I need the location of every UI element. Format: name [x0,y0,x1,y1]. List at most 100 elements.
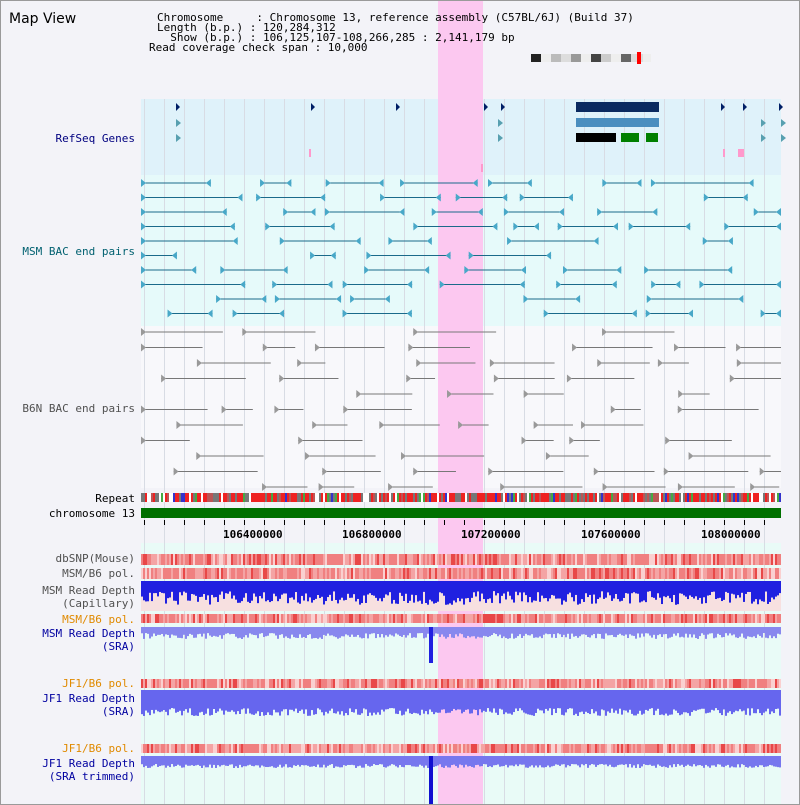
msm-capillary-depth [399,581,401,593]
msm-capillary-depth [505,581,507,600]
polymorphism-density [461,679,463,688]
polymorphism-density [579,679,581,688]
polymorphism-density [725,679,727,688]
polymorphism-density [417,614,419,623]
msm-capillary-depth [489,581,491,599]
msm-sra-depth [323,627,325,635]
polymorphism-density [773,614,775,623]
msm-sra-depth [195,627,197,638]
polymorphism-density [383,614,385,623]
polymorphism-density [277,744,279,753]
jf1-trimmed-depth [271,756,273,767]
msm-capillary-depth [495,581,497,596]
track-label-jf1-depth-sra-line2[interactable]: (SRA) [101,705,135,718]
jf1-sra-depth [761,690,763,716]
polymorphism-density [755,614,757,623]
b6n-bac-end [489,359,495,367]
track-label-msm-b6-pol-1[interactable]: MSM/B6 pol. [62,567,135,580]
polymorphism-density [763,568,765,579]
polymorphism-density [247,679,249,688]
repeat-element [403,493,405,502]
polymorphism-density [269,614,271,623]
polymorphism-density [507,679,509,688]
repeat-element [571,493,573,502]
jf1-sra-depth [493,690,495,709]
msm-sra-depth [507,627,509,639]
jf1-sra-depth [245,690,247,714]
repeat-element [423,493,425,502]
repeat-element [651,493,653,502]
jf1-sra-depth [299,690,301,711]
polymorphism-density [277,568,279,579]
msm-capillary-depth [401,581,403,596]
polymorphism-density [553,568,555,579]
msm-sra-depth [453,627,455,638]
polymorphism-density [673,679,675,688]
polymorphism-density [173,679,175,688]
track-label-msm-depth-capillary-line1[interactable]: MSM Read Depth [42,584,135,597]
msm-sra-depth [415,627,417,638]
jf1-trimmed-depth [771,756,773,766]
polymorphism-density [611,554,613,565]
track-label-b6n-bac[interactable]: B6N BAC end pairs [22,402,135,415]
polymorphism-density [455,679,457,688]
polymorphism-density [275,614,277,623]
track-label-msm-depth-sra-line2[interactable]: (SRA) [101,640,135,653]
polymorphism-density [193,554,195,565]
polymorphism-density [635,554,637,565]
polymorphism-density [575,568,577,579]
track-label-msm-bac[interactable]: MSM BAC end pairs [22,245,135,258]
msm-capillary-depth [241,581,243,602]
track-label-jf1-depth-sra-line1[interactable]: JF1 Read Depth [42,692,135,705]
track-label-dbsnp[interactable]: dbSNP(Mouse) [55,552,135,565]
repeat-element [535,493,537,502]
msm-capillary-depth [357,581,359,599]
polymorphism-density [421,554,423,565]
msm-sra-depth [725,627,727,634]
jf1-sra-depth [571,690,573,709]
polymorphism-density [377,568,379,579]
polymorphism-density [427,554,429,565]
polymorphism-density [585,614,587,623]
repeat-element [253,493,255,502]
polymorphism-density [325,744,327,753]
polymorphism-density [545,679,547,688]
track-label-jf1-depth-trimmed-line1[interactable]: JF1 Read Depth [42,757,135,770]
jf1-trimmed-depth [497,756,499,765]
msm-capillary-depth [731,581,733,594]
track-label-msm-depth-capillary-line2[interactable]: (Capillary) [62,597,135,610]
track-label-refseq[interactable]: RefSeq Genes [55,132,135,145]
gene-arrow [781,134,786,142]
polymorphism-density [681,554,683,565]
msm-sra-depth [283,627,285,638]
track-label-msm-b6-pol-2[interactable]: MSM/B6 pol. [62,613,135,626]
polymorphism-density [293,744,295,753]
polymorphism-density [391,568,393,579]
polymorphism-density [247,614,249,623]
track-label-jf1-depth-trimmed-line2[interactable]: (SRA trimmed) [48,770,135,783]
msm-sra-depth [473,627,475,637]
msm-sra-depth [749,627,751,637]
msm-sra-depth [675,627,677,636]
msm-sra-depth [443,627,445,637]
polymorphism-density [213,554,215,565]
repeat-element [317,493,319,502]
track-label-jf1-b6-pol-2[interactable]: JF1/B6 pol. [62,742,135,755]
jf1-trimmed-depth [259,756,261,768]
polymorphism-density [627,614,629,623]
polymorphism-density [641,554,643,565]
polymorphism-density [757,744,759,753]
polymorphism-density [721,568,723,579]
track-label-repeat[interactable]: Repeat [95,492,135,505]
jf1-trimmed-depth [621,756,623,765]
track-label-jf1-b6-pol-1[interactable]: JF1/B6 pol. [62,677,135,690]
track-label-msm-depth-sra-line1[interactable]: MSM Read Depth [42,627,135,640]
repeat-element [527,493,529,502]
msm-sra-depth [499,627,501,635]
polymorphism-density [709,744,711,753]
polymorphism-density [511,554,513,565]
polymorphism-density [711,568,713,579]
msm-bac-end [602,179,608,187]
jf1-sra-depth [513,690,515,713]
